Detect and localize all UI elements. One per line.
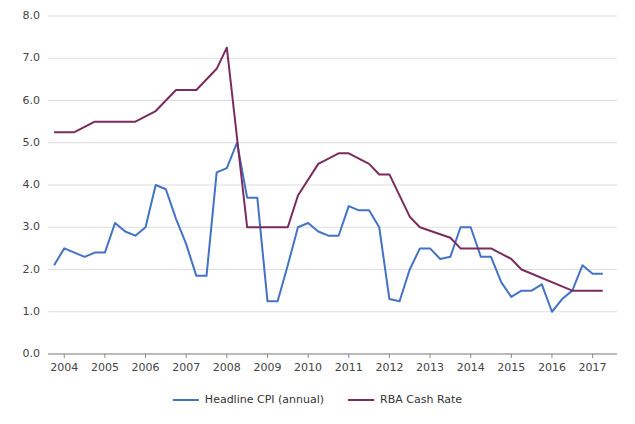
y-tick-label: 0.0	[23, 347, 41, 360]
grid-line	[48, 58, 617, 59]
y-tick-label: 2.0	[23, 263, 41, 276]
x-axis-line	[48, 354, 617, 355]
x-tick	[226, 354, 227, 358]
grid-line	[48, 185, 617, 186]
lines	[54, 48, 603, 312]
x-tick-label: 2009	[253, 361, 281, 374]
grid-line	[48, 227, 617, 228]
x-tick-label: 2017	[579, 361, 607, 374]
grid-line	[48, 269, 617, 270]
x-tick	[186, 354, 187, 358]
x-tick	[551, 354, 552, 358]
x-tick	[104, 354, 105, 358]
legend-item: Headline CPI (annual)	[173, 393, 324, 406]
grid-line	[48, 311, 617, 312]
x-tick-label: 2008	[213, 361, 241, 374]
grid-line	[48, 100, 617, 101]
y-tick-label: 1.0	[23, 305, 41, 318]
x-tick-label: 2015	[497, 361, 525, 374]
x-tick	[267, 354, 268, 358]
x-tick	[592, 354, 593, 358]
legend-swatch	[173, 399, 199, 401]
y-tick-label: 3.0	[23, 220, 41, 233]
x-tick-label: 2011	[335, 361, 363, 374]
legend-label: RBA Cash Rate	[380, 393, 462, 406]
y-tick-label: 5.0	[23, 136, 41, 149]
y-tick-label: 4.0	[23, 178, 41, 191]
x-tick	[430, 354, 431, 358]
x-tick-label: 2004	[50, 361, 78, 374]
x-tick	[308, 354, 309, 358]
x-tick-label: 2010	[294, 361, 322, 374]
x-tick-label: 2005	[91, 361, 119, 374]
x-axis: 2004 2005 2006 2007 2008 2009 2010 2011 2012 2013…	[48, 354, 617, 374]
x-tick-label: 2007	[172, 361, 200, 374]
grid-line	[48, 142, 617, 143]
grid-line	[48, 354, 617, 355]
x-tick	[389, 354, 390, 358]
y-axis: 0.0 1.0 2.0 3.0 4.0 5.0 6.0 7.0 8.0	[23, 9, 618, 360]
x-tick	[145, 354, 146, 358]
x-tick-label: 2014	[457, 361, 485, 374]
y-tick-label: 8.0	[23, 9, 41, 22]
legend-swatch	[348, 399, 374, 401]
legend-item: RBA Cash Rate	[348, 393, 462, 406]
chart: 0.01.02.03.04.05.06.07.08.02004200520062…	[0, 0, 635, 424]
x-tick-label: 2006	[132, 361, 160, 374]
legend: Headline CPI (annual) RBA Cash Rate	[173, 393, 462, 406]
legend-label: Headline CPI (annual)	[205, 393, 324, 406]
x-tick-label: 2012	[375, 361, 403, 374]
x-tick-label: 2013	[416, 361, 444, 374]
x-tick	[348, 354, 349, 358]
background	[0, 0, 635, 424]
x-tick	[511, 354, 512, 358]
x-tick	[470, 354, 471, 358]
y-tick-label: 7.0	[23, 51, 41, 64]
x-tick	[64, 354, 65, 358]
series-line	[54, 143, 603, 312]
y-tick-label: 6.0	[23, 94, 41, 107]
x-tick-label: 2016	[538, 361, 566, 374]
grid-line	[48, 16, 617, 17]
series-line	[54, 48, 603, 291]
